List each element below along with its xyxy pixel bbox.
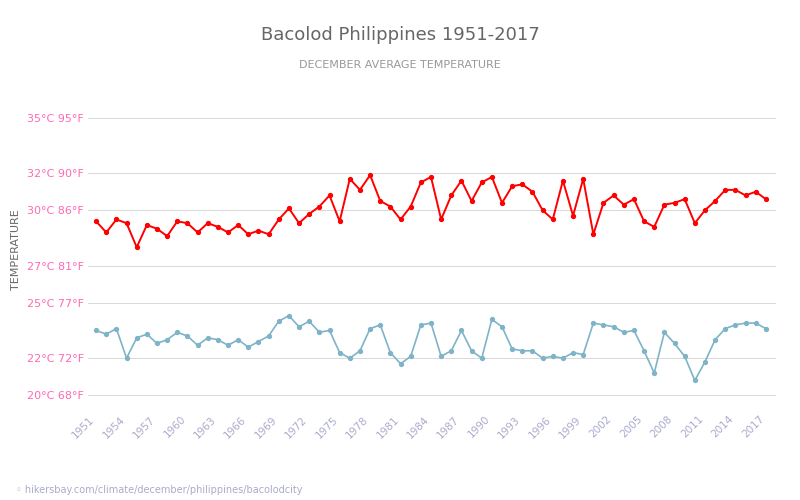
Line: NIGHT: NIGHT bbox=[94, 314, 768, 382]
NIGHT bbox=[375, 322, 385, 328]
DAY bbox=[761, 196, 770, 202]
NIGHT bbox=[690, 378, 700, 384]
NIGHT bbox=[406, 354, 415, 360]
DAY bbox=[91, 218, 101, 224]
DAY bbox=[721, 187, 730, 193]
DAY bbox=[132, 244, 142, 250]
Text: DECEMBER AVERAGE TEMPERATURE: DECEMBER AVERAGE TEMPERATURE bbox=[299, 60, 501, 70]
DAY bbox=[182, 220, 192, 226]
NIGHT bbox=[173, 330, 182, 336]
NIGHT bbox=[721, 326, 730, 332]
NIGHT bbox=[761, 326, 770, 332]
NIGHT bbox=[609, 324, 618, 330]
Y-axis label: TEMPERATURE: TEMPERATURE bbox=[11, 210, 21, 290]
DAY bbox=[619, 202, 629, 207]
Text: ◦ hikersbay.com/climate/december/philippines/bacolodcity: ◦ hikersbay.com/climate/december/philipp… bbox=[16, 485, 302, 495]
NIGHT bbox=[284, 312, 294, 318]
NIGHT bbox=[142, 331, 152, 337]
DAY bbox=[152, 226, 162, 232]
DAY bbox=[416, 180, 426, 186]
DAY bbox=[366, 172, 375, 178]
NIGHT bbox=[91, 328, 101, 334]
Line: DAY: DAY bbox=[94, 173, 768, 249]
DAY bbox=[386, 204, 395, 210]
Text: Bacolod Philippines 1951-2017: Bacolod Philippines 1951-2017 bbox=[261, 26, 539, 44]
